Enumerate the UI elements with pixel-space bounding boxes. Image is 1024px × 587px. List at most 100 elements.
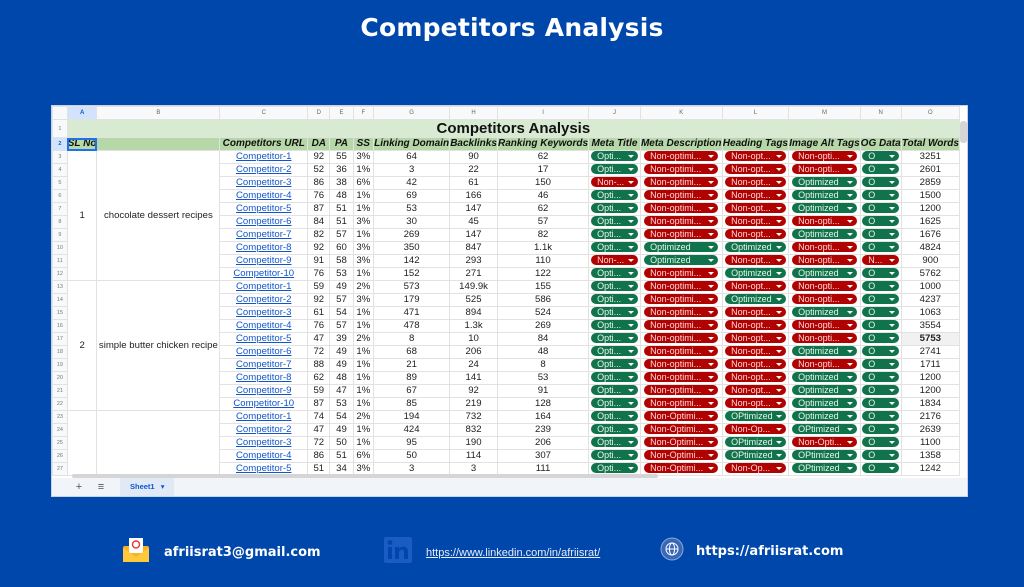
meta-title-cell[interactable]: Opti... (588, 280, 641, 294)
competitor-url-cell[interactable]: Competitor-6 (219, 215, 309, 229)
image-alt-tags-dropdown-chip[interactable]: Non-opti... (792, 164, 857, 175)
linking-domain-cell[interactable]: 69 (373, 189, 451, 203)
og-data-dropdown-chip[interactable]: N... (862, 255, 900, 266)
meta-title-dropdown-chip[interactable]: Opti... (591, 463, 638, 474)
linking-domain-cell[interactable]: 350 (373, 241, 451, 255)
og-data-dropdown-chip[interactable]: O (862, 242, 900, 253)
header-cell[interactable]: Meta Description (639, 137, 723, 151)
heading-tags-cell[interactable]: Non-opt... (721, 189, 790, 203)
meta-description-dropdown-chip[interactable]: Non-optimi... (644, 281, 719, 292)
heading-tags-cell[interactable]: Non-opt... (721, 163, 790, 177)
ss-cell[interactable]: 3% (352, 241, 375, 255)
competitor-url-cell[interactable]: Competitor-7 (219, 358, 309, 372)
row-header[interactable]: 23 (52, 410, 68, 424)
og-data-cell[interactable]: O (859, 410, 902, 424)
ranking-keywords-cell[interactable]: 164 (497, 410, 590, 424)
meta-title-cell[interactable]: Opti... (588, 150, 641, 164)
heading-tags-cell[interactable]: OPtimized (721, 436, 790, 450)
competitor-url-cell[interactable]: Competitor-8 (219, 241, 309, 255)
row-header[interactable]: 9 (52, 228, 68, 242)
ranking-keywords-cell[interactable]: 91 (497, 384, 590, 398)
meta-title-cell[interactable]: Opti... (588, 436, 641, 450)
pa-cell[interactable]: 49 (329, 423, 354, 437)
ranking-keywords-cell[interactable]: 8 (497, 358, 590, 372)
ss-cell[interactable]: 1% (352, 267, 375, 281)
ranking-keywords-cell[interactable]: 307 (497, 449, 590, 463)
column-header-d[interactable]: D (307, 106, 331, 120)
image-alt-tags-dropdown-chip[interactable]: Optimized (792, 307, 857, 318)
heading-tags-dropdown-chip[interactable]: Non-opt... (725, 346, 786, 357)
add-sheet-button[interactable]: + (75, 481, 83, 493)
image-alt-tags-cell[interactable]: Optimized (788, 306, 861, 320)
meta-title-cell[interactable]: Opti... (588, 215, 641, 229)
backlinks-cell[interactable]: 206 (449, 345, 499, 359)
competitor-url-cell[interactable]: Competitor-10 (219, 397, 309, 411)
meta-description-dropdown-chip[interactable]: Non-optimi... (644, 294, 719, 305)
og-data-cell[interactable]: O (859, 449, 902, 463)
column-header-i[interactable]: I (497, 106, 590, 120)
image-alt-tags-dropdown-chip[interactable]: Non-opti... (792, 216, 857, 227)
og-data-dropdown-chip[interactable]: O (862, 463, 900, 474)
row-header[interactable]: 26 (52, 449, 68, 463)
ss-cell[interactable]: 6% (352, 176, 375, 190)
meta-description-cell[interactable]: Non-optimi... (639, 371, 723, 385)
heading-tags-dropdown-chip[interactable]: Non-Op... (725, 424, 786, 435)
row-header[interactable]: 24 (52, 423, 68, 437)
meta-description-dropdown-chip[interactable]: Optimized (644, 242, 719, 253)
sheet-tab-sheet1[interactable]: Sheet1 ▾ (120, 478, 175, 496)
meta-description-cell[interactable]: Non-Optimi... (639, 462, 723, 476)
meta-title-dropdown-chip[interactable]: Opti... (591, 385, 638, 396)
ranking-keywords-cell[interactable]: 155 (497, 280, 590, 294)
total-words-cell[interactable]: 5753 (900, 332, 960, 346)
da-cell[interactable]: 87 (307, 397, 331, 411)
da-cell[interactable]: 72 (307, 345, 331, 359)
ss-cell[interactable]: 1% (352, 163, 375, 177)
image-alt-tags-cell[interactable]: Optimized (788, 397, 861, 411)
pa-cell[interactable]: 51 (329, 202, 354, 216)
ranking-keywords-cell[interactable]: 53 (497, 371, 590, 385)
og-data-dropdown-chip[interactable]: O (862, 268, 900, 279)
meta-description-dropdown-chip[interactable]: Non-optimi... (644, 346, 719, 357)
ss-cell[interactable]: 1% (352, 189, 375, 203)
column-header-a[interactable]: A (66, 106, 98, 120)
linking-domain-cell[interactable]: 89 (373, 371, 451, 385)
row-header[interactable]: 2 (52, 137, 68, 151)
meta-title-dropdown-chip[interactable]: Opti... (591, 190, 638, 201)
linking-domain-cell[interactable]: 3 (373, 163, 451, 177)
column-header-e[interactable]: E (329, 106, 354, 120)
pa-cell[interactable]: 58 (329, 254, 354, 268)
meta-title-cell[interactable]: Opti... (588, 241, 641, 255)
da-cell[interactable]: 86 (307, 176, 331, 190)
meta-description-cell[interactable]: Non-optimi... (639, 150, 723, 164)
total-words-cell[interactable]: 2639 (900, 423, 960, 437)
heading-tags-cell[interactable]: Non-opt... (721, 176, 790, 190)
ss-cell[interactable]: 1% (352, 319, 375, 333)
ranking-keywords-cell[interactable]: 17 (497, 163, 590, 177)
pa-cell[interactable]: 47 (329, 384, 354, 398)
column-header-f[interactable]: F (352, 106, 375, 120)
row-header[interactable]: 14 (52, 293, 68, 307)
competitor-link[interactable]: Competitor-3 (236, 307, 292, 319)
backlinks-cell[interactable]: 147 (449, 202, 499, 216)
row-header[interactable]: 19 (52, 358, 68, 372)
da-cell[interactable]: 87 (307, 202, 331, 216)
linking-domain-cell[interactable]: 95 (373, 436, 451, 450)
image-alt-tags-dropdown-chip[interactable]: Optimized (792, 203, 857, 214)
meta-title-dropdown-chip[interactable]: Opti... (591, 372, 638, 383)
competitor-url-cell[interactable]: Competitor-6 (219, 345, 309, 359)
heading-tags-dropdown-chip[interactable]: Non-Op... (725, 463, 786, 474)
meta-title-cell[interactable]: Opti... (588, 397, 641, 411)
backlinks-cell[interactable]: 114 (449, 449, 499, 463)
meta-title-cell[interactable]: Opti... (588, 384, 641, 398)
heading-tags-dropdown-chip[interactable]: Non-opt... (725, 333, 786, 344)
heading-tags-cell[interactable]: Non-Op... (721, 462, 790, 476)
da-cell[interactable]: 76 (307, 189, 331, 203)
meta-description-cell[interactable]: Non-optimi... (639, 176, 723, 190)
backlinks-cell[interactable]: 219 (449, 397, 499, 411)
backlinks-cell[interactable]: 45 (449, 215, 499, 229)
da-cell[interactable]: 47 (307, 332, 331, 346)
og-data-cell[interactable]: O (859, 306, 902, 320)
image-alt-tags-dropdown-chip[interactable]: Optimized (792, 229, 857, 240)
image-alt-tags-cell[interactable]: OPtimized (788, 423, 861, 437)
row-header[interactable]: 10 (52, 241, 68, 255)
